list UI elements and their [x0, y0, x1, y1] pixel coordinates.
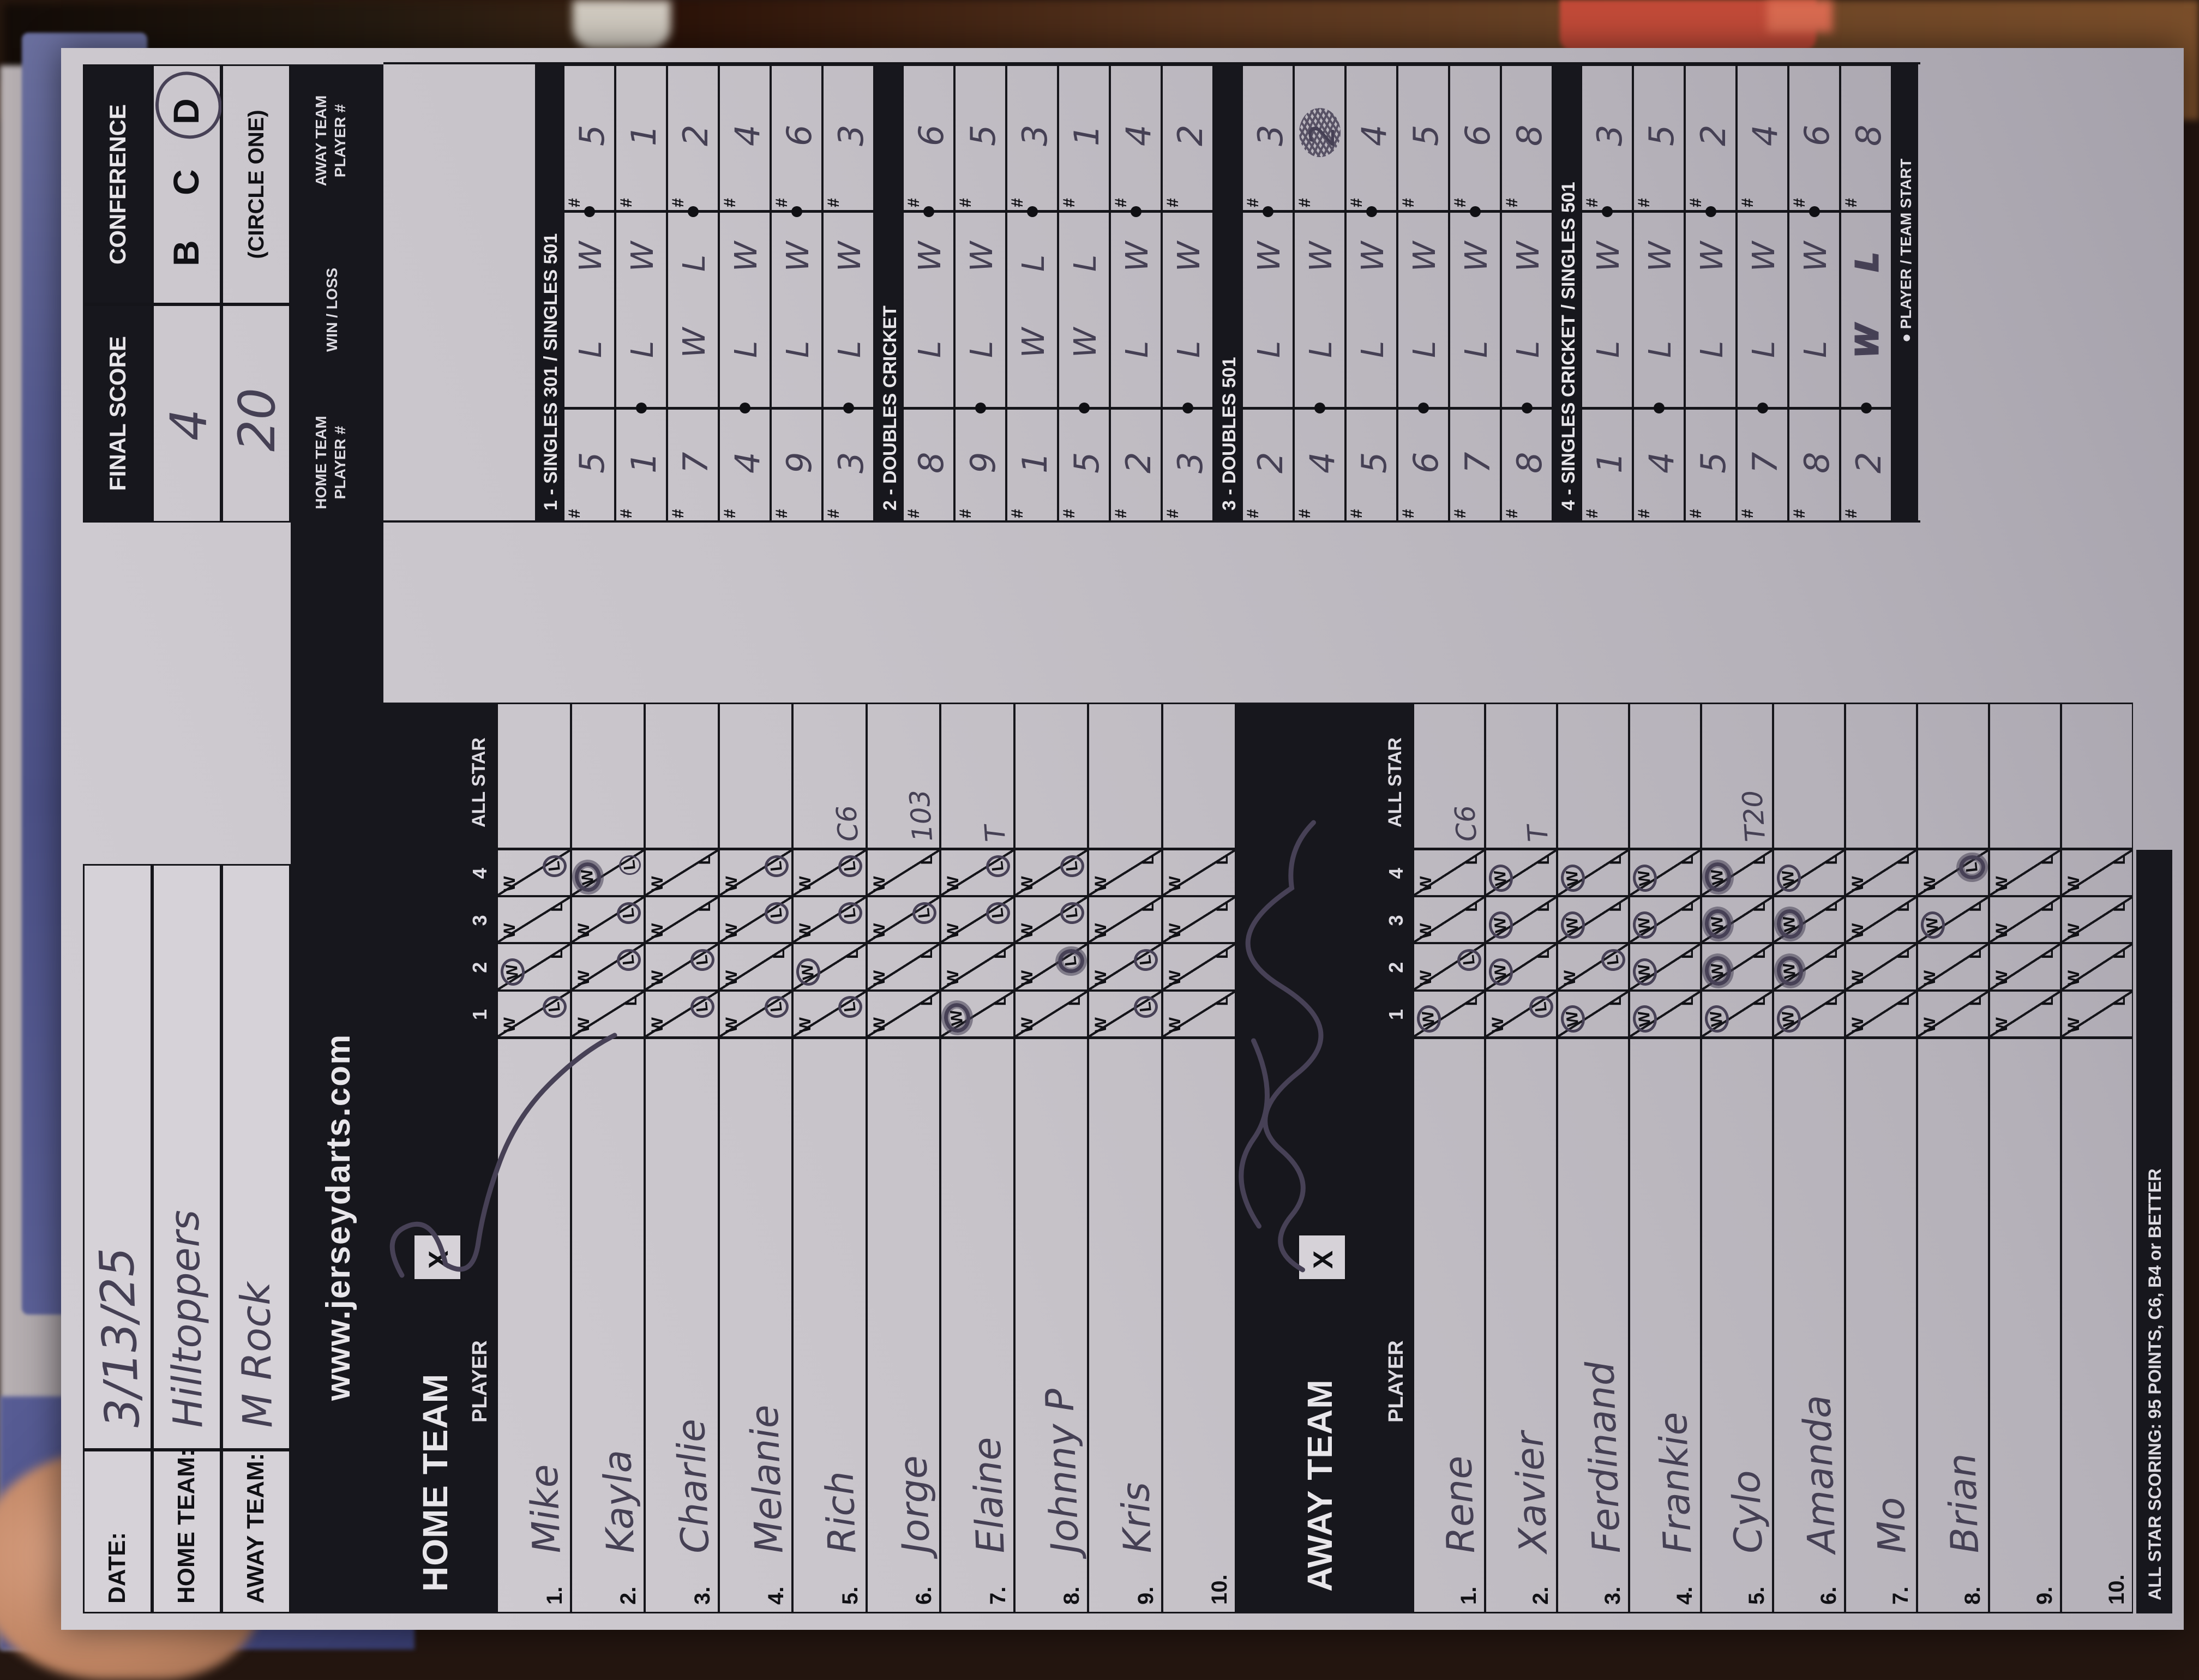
away-x-scribble [1239, 820, 1324, 1273]
scoresheet-paper: DATE: HOME TEAM: AWAY TEAM: 3/13/25 Hilltopp… [61, 48, 2184, 1630]
home-x-scribble [389, 1033, 617, 1278]
white-object-background [573, 0, 671, 49]
red-object-highlight [1767, 0, 1832, 33]
